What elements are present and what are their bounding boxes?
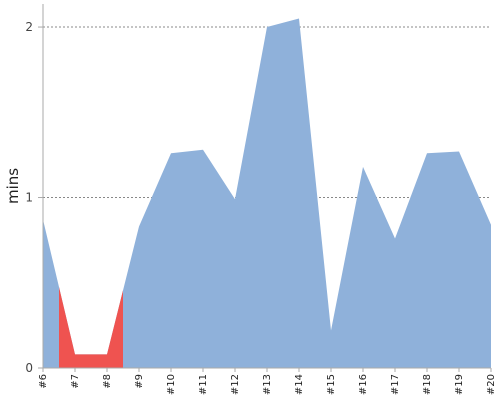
x-tick-label: #10 — [166, 374, 177, 395]
x-tick-label: #11 — [198, 374, 209, 395]
highlight-region — [59, 287, 123, 368]
x-tick-label: #9 — [134, 374, 145, 389]
x-tick-label: #16 — [358, 374, 369, 395]
x-tick-label: #19 — [454, 374, 465, 395]
x-tick-label: #17 — [390, 374, 401, 395]
y-tick-label: 2 — [25, 20, 33, 34]
y-tick-label: 1 — [25, 191, 33, 205]
y-tick-label: 0 — [25, 361, 33, 375]
x-tick-label: #20 — [486, 374, 497, 395]
x-tick-label: #8 — [102, 374, 113, 389]
x-tick-label: #13 — [262, 374, 273, 395]
x-tick-label: #14 — [294, 374, 305, 395]
x-tick-label: #15 — [326, 374, 337, 395]
y-axis-label: mins — [4, 168, 22, 204]
x-tick-label: #18 — [422, 374, 433, 395]
x-tick-label: #7 — [70, 374, 81, 389]
x-tick-layer: #6 #7 #8 #9 #10 #11 #12 #13 #14 #15 #16 #17 #18 #19 #2… — [38, 368, 497, 395]
area-series — [43, 18, 491, 369]
y-tick-layer: 0 1 2 — [25, 20, 43, 375]
area-layer — [43, 18, 491, 369]
x-tick-label: #6 — [38, 374, 49, 389]
x-tick-label: #12 — [230, 374, 241, 395]
